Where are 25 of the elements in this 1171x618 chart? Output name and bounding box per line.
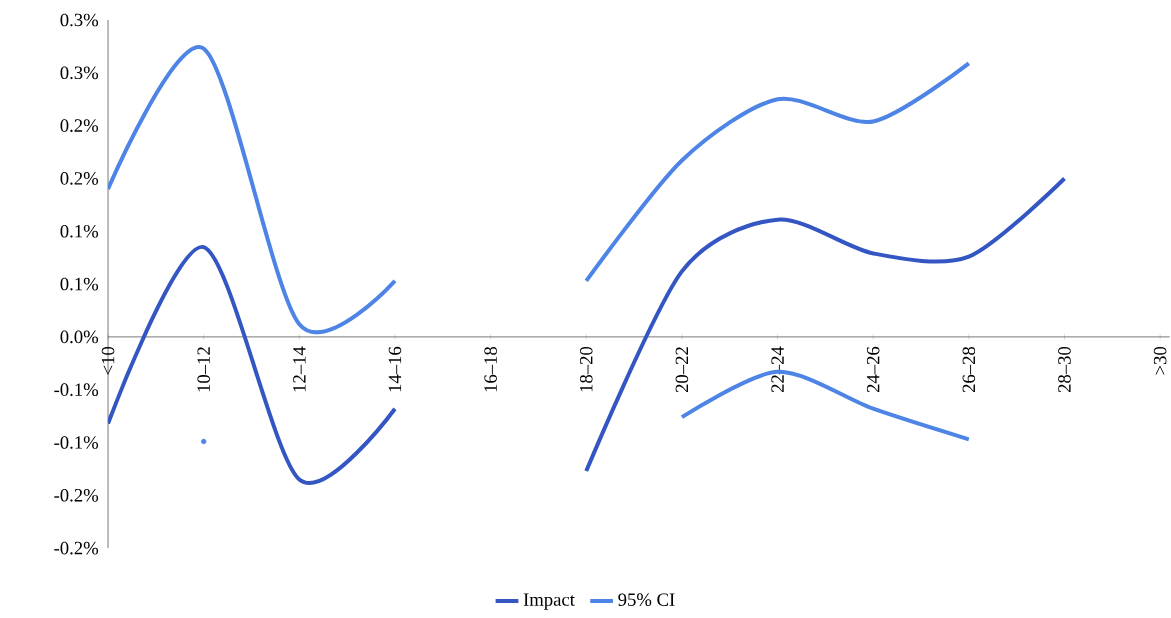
- y-tick-label: 0.0%: [60, 330, 99, 344]
- x-tick-label: 10–12: [197, 347, 210, 392]
- y-tick-label: 0.1%: [60, 224, 99, 238]
- y-tick-label: -0.2%: [54, 488, 99, 502]
- x-tick-label: <10: [101, 346, 115, 375]
- y-tick-label: 0.1%: [60, 277, 99, 291]
- x-tick-label: 22–24: [771, 346, 784, 393]
- x-tick-label: >30: [1153, 346, 1167, 375]
- y-tick-label: 0.3%: [60, 13, 99, 27]
- y-tick-label: 0.2%: [60, 172, 99, 185]
- x-tick-label: 20–22: [675, 347, 689, 393]
- x-tick-label: 12–14: [293, 346, 306, 392]
- y-tick-label: 0.2%: [60, 119, 99, 132]
- x-tick-label: 28–30: [1058, 346, 1071, 393]
- x-tick-label: 18–20: [579, 346, 593, 392]
- legend-label: 95% CI: [618, 593, 675, 606]
- x-tick-label: 14–16: [388, 346, 402, 392]
- y-tick-label: -0.2%: [54, 541, 99, 555]
- x-tick-label: 24–26: [866, 346, 880, 393]
- x-tick-label: 16–18: [484, 346, 497, 392]
- legend-label: Impact: [523, 593, 575, 610]
- y-tick-label: -0.1%: [54, 436, 99, 449]
- x-tick-label: 26–28: [962, 346, 976, 393]
- y-tick-label: 0.3%: [60, 66, 99, 80]
- y-tick-label: -0.1%: [54, 383, 99, 396]
